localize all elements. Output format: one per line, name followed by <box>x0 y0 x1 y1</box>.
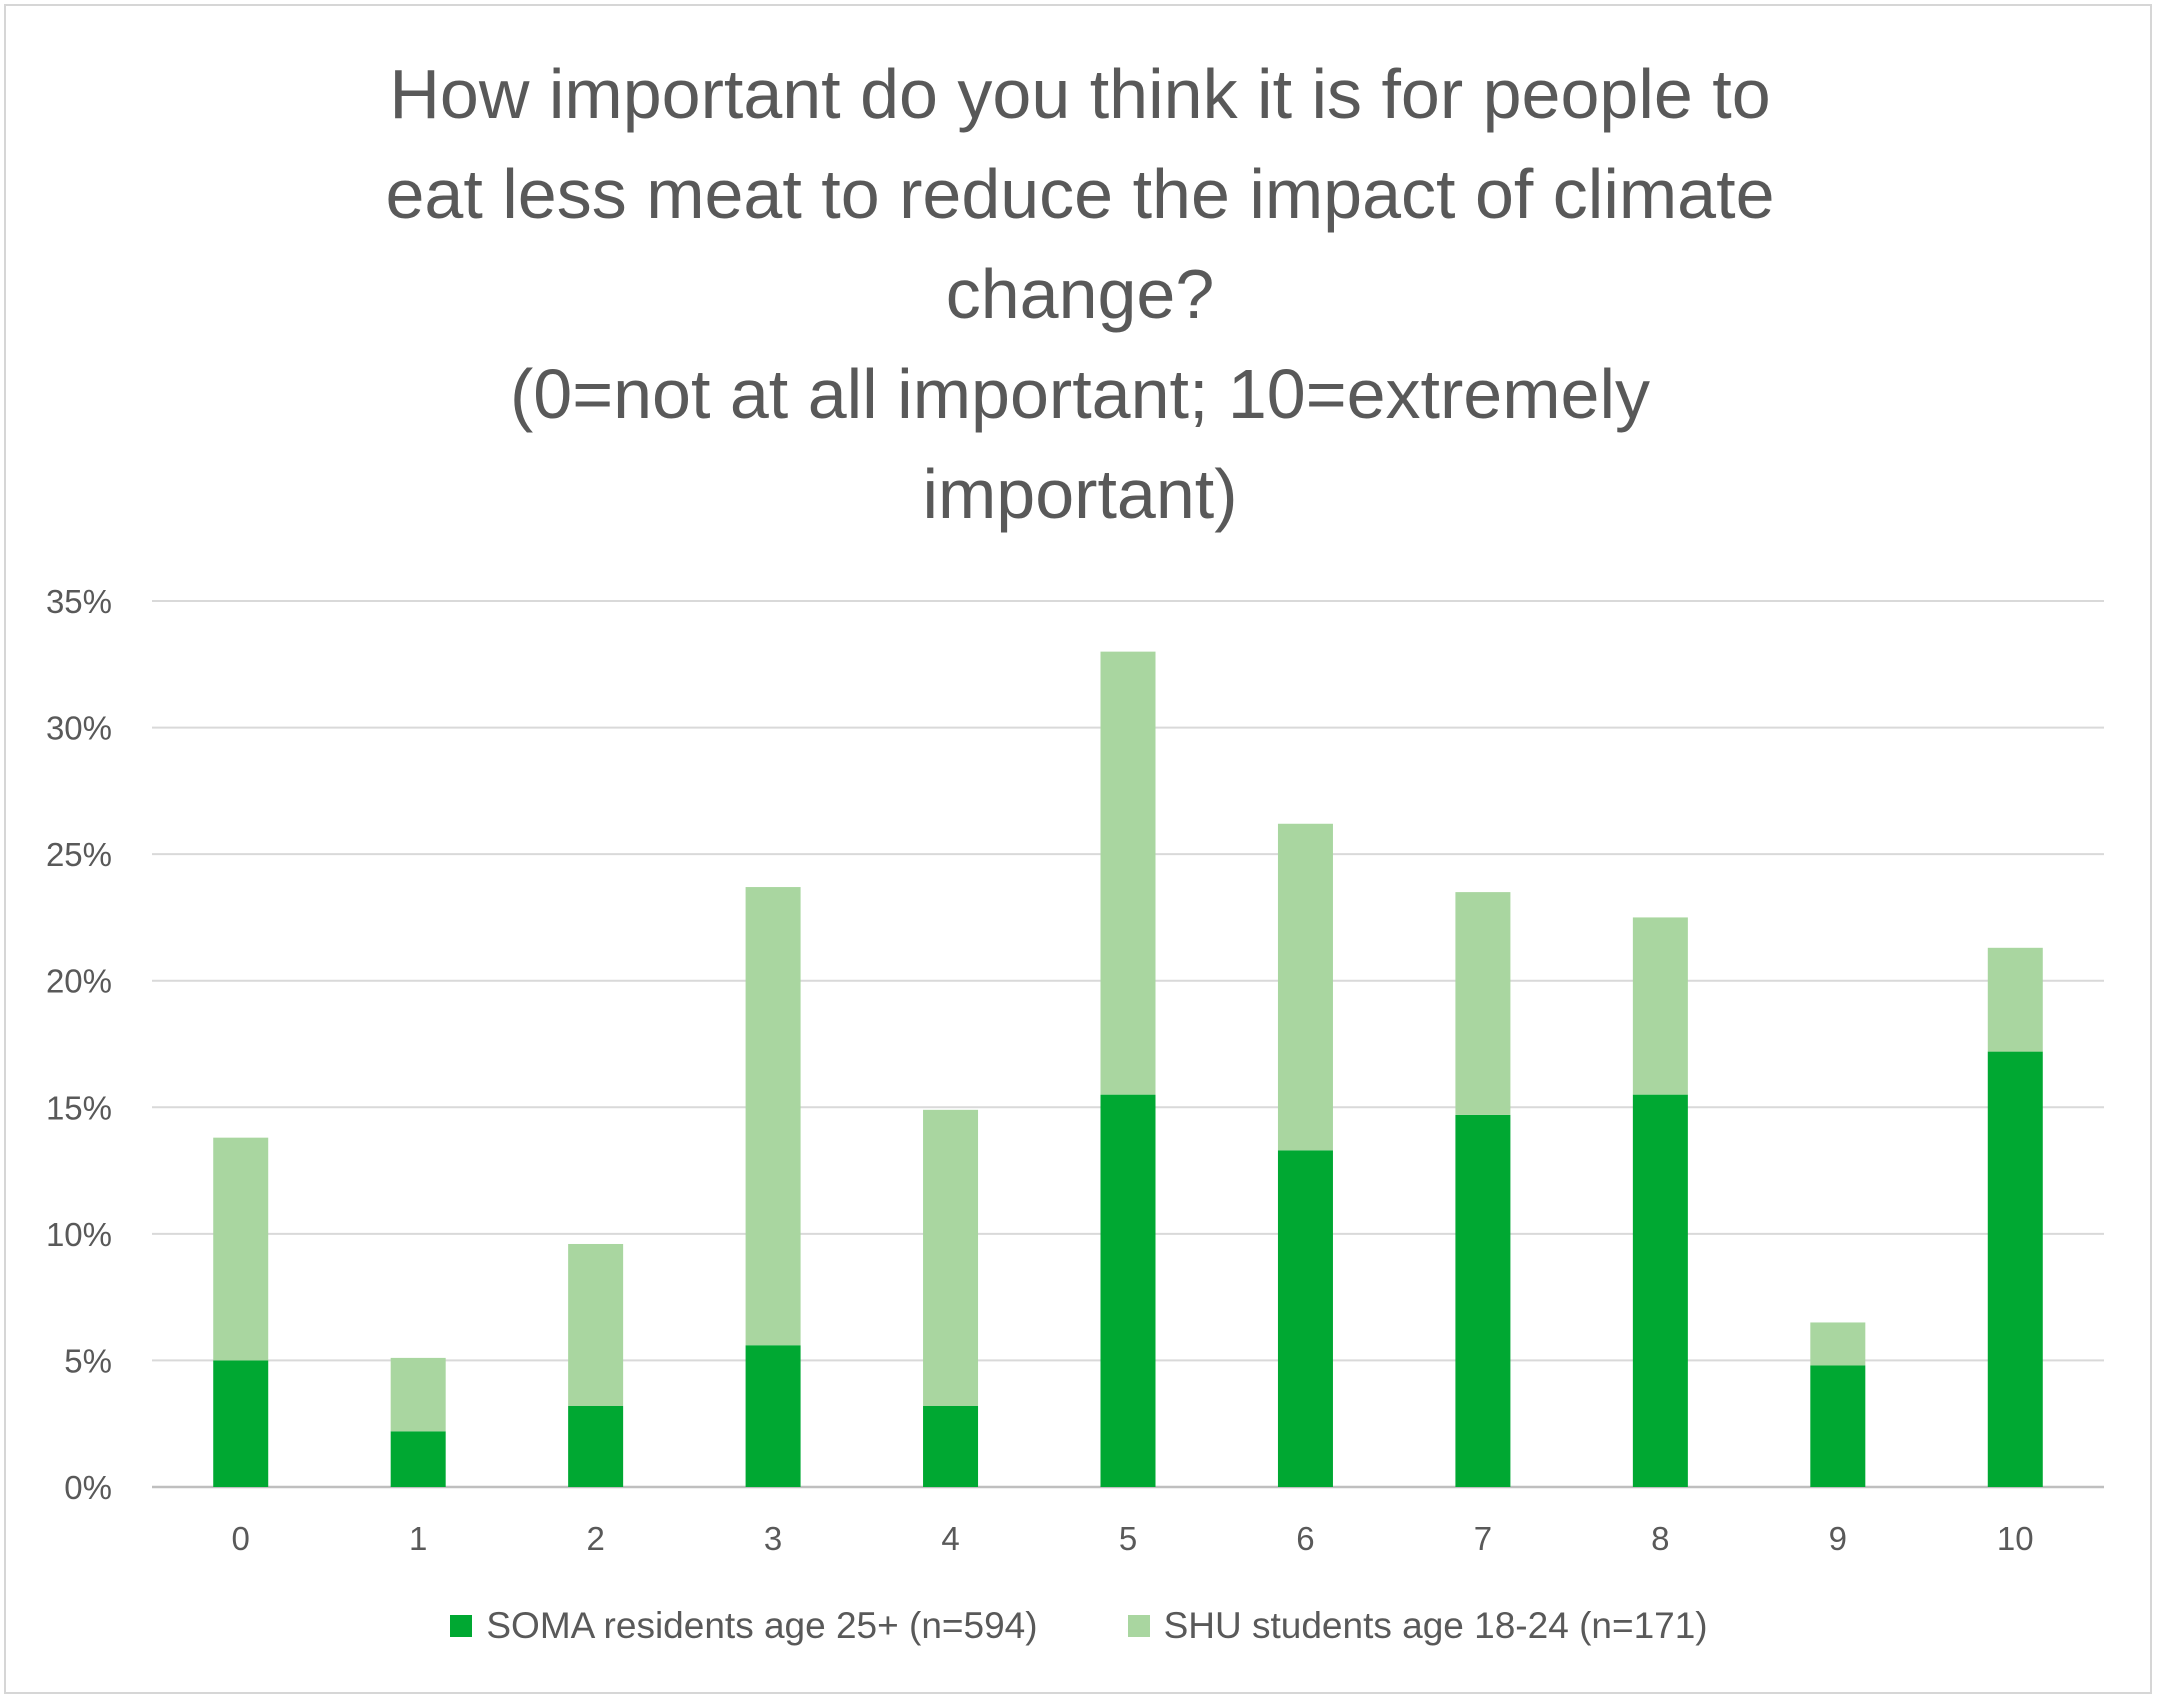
bar-soma-10 <box>1987 1051 2043 1487</box>
x-tick-label: 6 <box>1296 1520 1314 1557</box>
bar-shu-8 <box>1632 917 1688 1095</box>
bar-shu-6 <box>1277 823 1333 1151</box>
chart-title-line: important) <box>922 455 1238 533</box>
legend-label-soma: SOMA residents age 25+ (n=594) <box>486 1605 1038 1646</box>
chart-title-line: change? <box>945 255 1215 333</box>
legend-swatch-soma <box>450 1615 473 1637</box>
y-axis: 0% 5% 10% 15% 20% 25% 30% 35% <box>46 583 112 1506</box>
bar-soma-0 <box>213 1360 269 1487</box>
y-tick-label: 20% <box>46 963 112 1000</box>
bar-shu-10 <box>1987 947 2043 1052</box>
bar-shu-0 <box>213 1137 269 1361</box>
bars <box>213 651 2043 1487</box>
x-tick-label: 1 <box>409 1520 427 1557</box>
x-tick-label: 4 <box>941 1520 959 1557</box>
bar-soma-8 <box>1632 1094 1688 1487</box>
bar-soma-3 <box>745 1345 801 1487</box>
bar-shu-2 <box>568 1243 624 1406</box>
chart-title-line: How important do you think it is for peo… <box>389 55 1771 133</box>
chart-frame <box>4 4 2152 1694</box>
y-tick-label: 15% <box>46 1089 112 1126</box>
x-tick-label: 3 <box>764 1520 782 1557</box>
x-tick-label: 10 <box>1997 1520 2034 1557</box>
legend: SOMA residents age 25+ (n=594) SHU stude… <box>0 1605 2158 1647</box>
legend-label-shu: SHU students age 18-24 (n=171) <box>1163 1605 1708 1646</box>
legend-item-shu: SHU students age 18-24 (n=171) <box>1127 1605 1708 1647</box>
bar-shu-7 <box>1455 892 1511 1115</box>
bar-soma-7 <box>1455 1114 1511 1487</box>
legend-swatch-shu <box>1127 1615 1150 1637</box>
y-tick-label: 25% <box>46 836 112 873</box>
bar-soma-1 <box>390 1431 446 1487</box>
y-tick-label: 35% <box>46 583 112 620</box>
chart-title: How important do you think it is for peo… <box>180 44 1980 544</box>
bar-shu-3 <box>745 887 801 1346</box>
x-tick-label: 8 <box>1651 1520 1669 1557</box>
y-tick-label: 5% <box>64 1342 112 1379</box>
y-tick-label: 30% <box>46 710 112 747</box>
x-axis: 0 1 2 3 4 5 6 7 8 9 10 <box>232 1520 2034 1557</box>
bar-soma-6 <box>1277 1150 1333 1487</box>
chart-title-line: eat less meat to reduce the impact of cl… <box>385 155 1775 233</box>
bar-soma-2 <box>568 1405 624 1487</box>
x-tick-label: 2 <box>586 1520 604 1557</box>
bar-soma-5 <box>1100 1094 1156 1487</box>
x-tick-label: 0 <box>232 1520 250 1557</box>
bar-shu-5 <box>1100 651 1156 1095</box>
bar-shu-1 <box>390 1357 446 1432</box>
bar-soma-9 <box>1810 1365 1866 1487</box>
chart-title-line: (0=not at all important; 10=extremely <box>509 355 1651 433</box>
y-tick-label: 0% <box>64 1469 112 1506</box>
y-tick-label: 10% <box>46 1216 112 1253</box>
x-tick-label: 5 <box>1119 1520 1137 1557</box>
x-tick-label: 9 <box>1829 1520 1847 1557</box>
x-tick-label: 7 <box>1474 1520 1492 1557</box>
bar-soma-4 <box>923 1405 979 1487</box>
bar-shu-4 <box>923 1109 979 1406</box>
bar-shu-9 <box>1810 1322 1866 1366</box>
legend-item-soma: SOMA residents age 25+ (n=594) <box>450 1605 1038 1647</box>
